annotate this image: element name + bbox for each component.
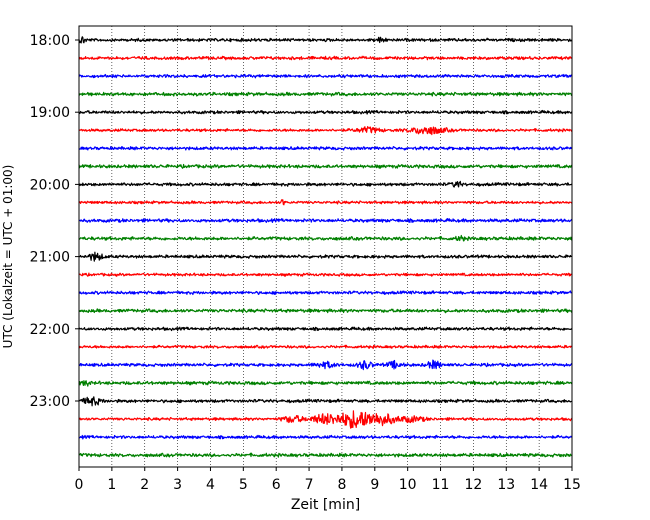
trace-2015 bbox=[78, 199, 573, 206]
trace-1915 bbox=[78, 126, 573, 136]
trace-2315 bbox=[78, 410, 573, 429]
y-tick-label: 22:00 bbox=[30, 322, 70, 338]
x-tick-label: 12 bbox=[464, 477, 482, 493]
y-tick-label: 19:00 bbox=[30, 105, 70, 121]
trace-1845 bbox=[78, 91, 573, 97]
x-tick-label: 7 bbox=[305, 477, 314, 493]
trace-1830 bbox=[78, 73, 573, 79]
x-axis-ticks: 0 1 2 3 4 5 6 7 8 9 10 11 12 13 14 15 bbox=[75, 467, 581, 493]
trace-2230 bbox=[78, 359, 573, 371]
x-tick-label: 4 bbox=[206, 477, 215, 493]
x-tick-label: 9 bbox=[370, 477, 379, 493]
trace-2300 bbox=[78, 396, 573, 407]
x-tick-label: 2 bbox=[140, 477, 149, 493]
trace-2100 bbox=[78, 251, 573, 262]
x-tick-label: 11 bbox=[432, 477, 450, 493]
x-tick-label: 15 bbox=[563, 477, 581, 493]
trace-2030 bbox=[78, 218, 573, 223]
trace-2215 bbox=[78, 344, 573, 349]
x-tick-label: 13 bbox=[497, 477, 515, 493]
plot-frame bbox=[78, 25, 573, 468]
trace-1930 bbox=[78, 146, 573, 151]
y-tick-label: 23:00 bbox=[30, 394, 70, 410]
x-tick-label: 0 bbox=[75, 477, 84, 493]
trace-1800 bbox=[78, 36, 573, 44]
y-axis-ticks: 18:00 19:00 20:00 21:00 22:00 23:00 bbox=[30, 33, 79, 410]
trace-2045 bbox=[78, 234, 573, 242]
trace-2345 bbox=[78, 452, 573, 458]
x-tick-label: 3 bbox=[173, 477, 182, 493]
trace-2145 bbox=[78, 308, 573, 314]
trace-2000 bbox=[78, 180, 573, 188]
trace-2245 bbox=[78, 380, 573, 387]
y-tick-label: 18:00 bbox=[30, 33, 70, 49]
x-tick-label: 1 bbox=[107, 477, 116, 493]
x-tick-label: 14 bbox=[530, 477, 548, 493]
trace-2115 bbox=[78, 272, 573, 277]
y-tick-label: 20:00 bbox=[30, 177, 70, 193]
seismogram-traces bbox=[78, 36, 573, 458]
trace-1945 bbox=[78, 163, 573, 169]
trace-1900 bbox=[78, 109, 573, 115]
y-tick-label: 21:00 bbox=[30, 250, 70, 266]
x-tick-label: 8 bbox=[337, 477, 346, 493]
x-axis-label: Zeit [min] bbox=[291, 497, 360, 513]
trace-1815 bbox=[78, 55, 573, 61]
x-tick-label: 5 bbox=[239, 477, 248, 493]
x-tick-label: 10 bbox=[399, 477, 417, 493]
y-axis-label: UTC (Lokalzeit = UTC + 01:00) bbox=[1, 165, 15, 349]
trace-2130 bbox=[78, 290, 573, 296]
x-tick-label: 6 bbox=[272, 477, 281, 493]
trace-2200 bbox=[78, 326, 573, 332]
trace-2330 bbox=[78, 434, 573, 440]
